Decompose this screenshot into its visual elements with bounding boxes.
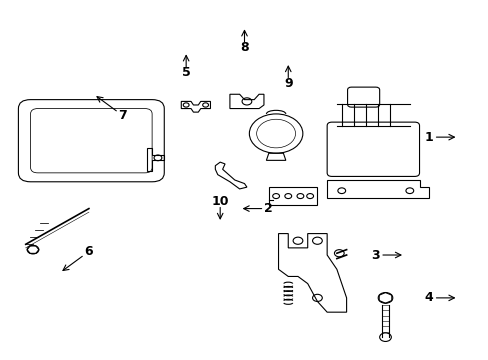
Text: 1: 1 bbox=[424, 131, 433, 144]
Text: 5: 5 bbox=[182, 66, 190, 79]
Text: 7: 7 bbox=[118, 109, 127, 122]
Text: 3: 3 bbox=[371, 248, 379, 261]
Text: 8: 8 bbox=[240, 41, 248, 54]
Text: 6: 6 bbox=[84, 245, 93, 258]
Text: 2: 2 bbox=[264, 202, 273, 215]
Text: 10: 10 bbox=[211, 195, 228, 208]
Text: 9: 9 bbox=[284, 77, 292, 90]
Text: 4: 4 bbox=[424, 291, 433, 305]
